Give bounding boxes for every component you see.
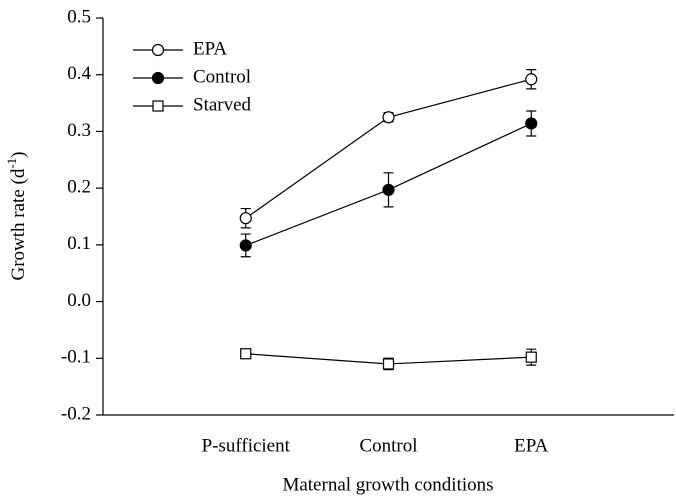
y-label-sup: -1: [4, 158, 19, 169]
marker: [525, 351, 537, 363]
y-axis-label: Growth rate (d-1): [4, 151, 29, 280]
y-tick-label: 0.1: [67, 233, 91, 254]
x-tick-label: EPA: [514, 435, 548, 456]
marker: [525, 117, 538, 130]
marker: [525, 73, 538, 86]
legend-label: Control: [193, 66, 251, 87]
marker: [382, 183, 395, 196]
marker: [239, 239, 252, 252]
x-tick-label: Control: [359, 435, 417, 456]
legend-label: Starved: [193, 94, 252, 115]
y-tick-label: -0.2: [61, 403, 91, 424]
legend-marker: [152, 100, 164, 112]
y-label-text: Growth rate (d: [8, 168, 29, 280]
y-label-close: ): [8, 151, 29, 157]
y-tick-label: 0.4: [67, 63, 91, 84]
marker: [240, 348, 252, 360]
y-tick-label: -0.1: [61, 347, 91, 368]
x-tick-label: P-sufficient: [202, 435, 291, 456]
y-tick-label: 0.0: [67, 290, 91, 311]
marker: [239, 212, 252, 225]
y-tick-label: 0.5: [67, 6, 91, 27]
y-tick-label: 0.2: [67, 177, 91, 198]
marker: [382, 358, 395, 370]
legend-label: EPA: [193, 38, 227, 59]
legend-marker: [151, 43, 165, 57]
x-axis-label: Maternal growth conditions: [282, 474, 493, 495]
legend-marker: [151, 71, 165, 85]
marker: [382, 111, 395, 124]
y-tick-label: 0.3: [67, 120, 91, 141]
